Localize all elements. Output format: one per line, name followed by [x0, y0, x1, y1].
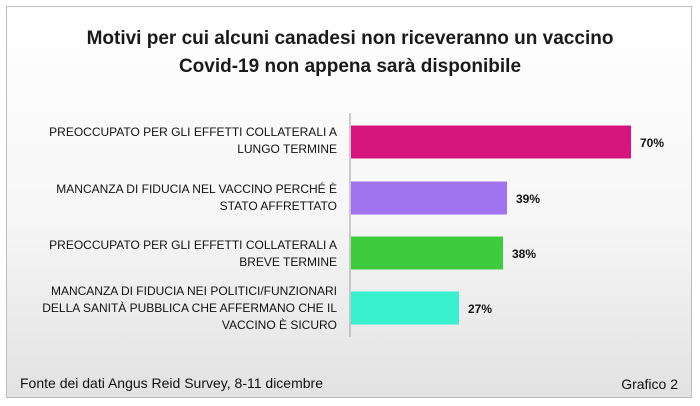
bar-1: [351, 125, 631, 159]
bar-value-label-1: 70%: [640, 136, 664, 150]
bar-2: [351, 181, 507, 215]
bar-value-label-4: 27%: [468, 302, 492, 316]
category-label-1-line-2: LUNGO TERMINE: [237, 142, 337, 156]
category-label-4-line-1: MANCANZA DI FIDUCIA NEI POLITICI/FUNZION…: [50, 284, 337, 298]
bar-4: [351, 291, 459, 325]
bar-value-label-3: 38%: [512, 247, 536, 261]
category-label-2-line-2: STATO AFFRETTATO: [219, 199, 337, 213]
category-label-2-line-1: MANCANZA DI FIDUCIA NEL VACCINO PERCHÉ È: [56, 182, 337, 196]
bar-3: [351, 236, 503, 270]
category-label-4-line-2: DELLA SANITÀ PUBBLICA CHE AFFERMANO CHE …: [42, 301, 337, 315]
source-note: Fonte dei dati Angus Reid Survey, 8-11 d…: [20, 375, 323, 391]
chart-title: Motivi per cui alcuni canadesi non ricev…: [0, 25, 700, 81]
bar-value-label-2: 39%: [516, 192, 540, 206]
category-label-2: MANCANZA DI FIDUCIA NEL VACCINO PERCHÉ È…: [17, 181, 337, 215]
category-label-4-line-3: VACCINO È SICURO: [221, 318, 337, 332]
chart-frame: [6, 6, 692, 398]
chart-title-line-1: Motivi per cui alcuni canadesi non ricev…: [86, 28, 614, 49]
category-label-4: MANCANZA DI FIDUCIA NEI POLITICI/FUNZION…: [17, 283, 337, 334]
category-label-1-line-1: PREOCCUPATO PER GLI EFFETTI COLLATERALI …: [49, 125, 337, 139]
category-label-3: PREOCCUPATO PER GLI EFFETTI COLLATERALI …: [17, 237, 337, 271]
category-label-3-line-2: BREVE TERMINE: [239, 255, 337, 269]
category-label-1: PREOCCUPATO PER GLI EFFETTI COLLATERALI …: [17, 124, 337, 158]
chart-title-line-2: Covid-19 non appena sarà disponibile: [178, 56, 522, 77]
chart-number: Grafico 2: [621, 376, 678, 392]
category-label-3-line-1: PREOCCUPATO PER GLI EFFETTI COLLATERALI …: [49, 238, 337, 252]
